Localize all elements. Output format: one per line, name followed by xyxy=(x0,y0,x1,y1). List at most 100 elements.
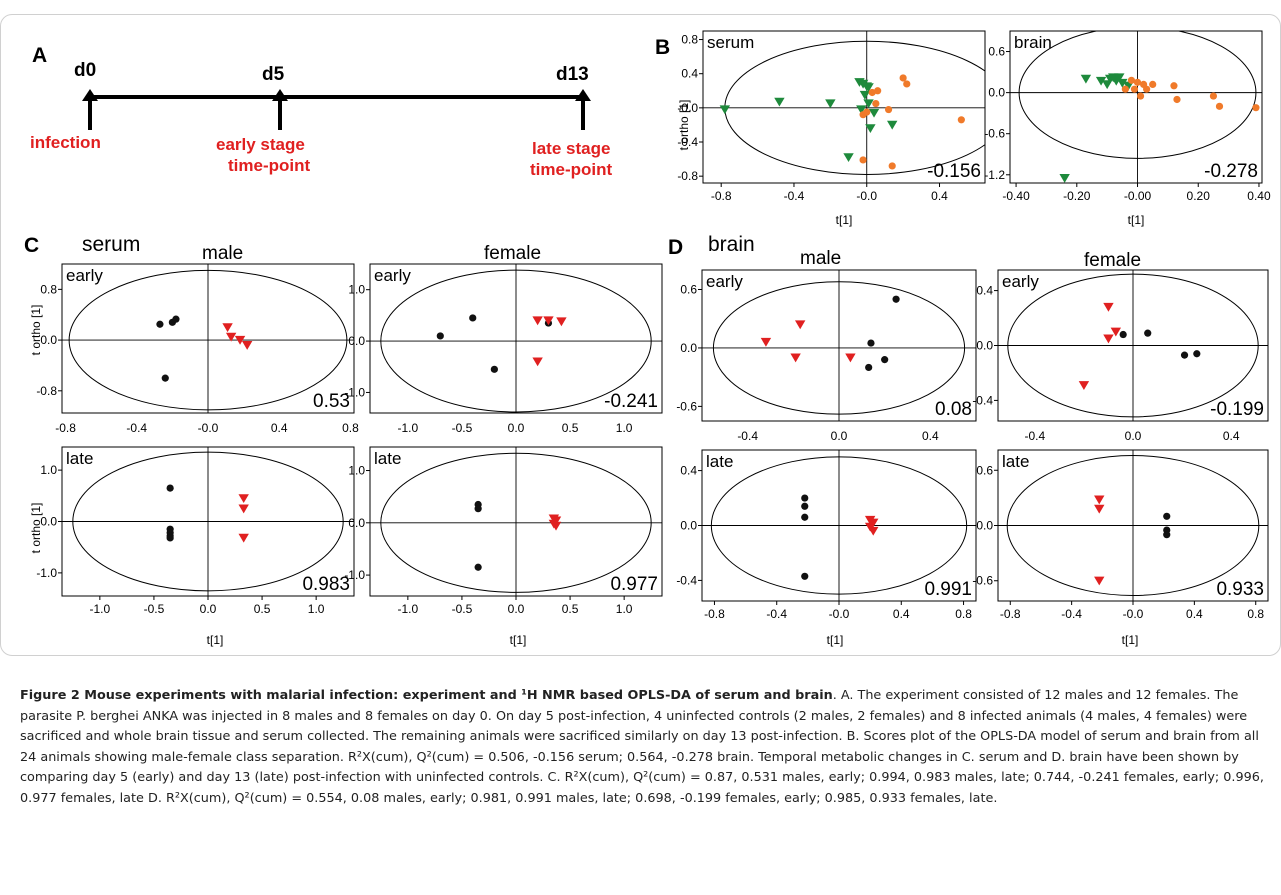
y-tick-label: 0.0 xyxy=(976,339,993,353)
plot-area xyxy=(998,450,1268,601)
data-point-orange-circle xyxy=(1143,85,1151,93)
y-tick-label: 0.8 xyxy=(681,33,698,47)
x-tick-label: 0.20 xyxy=(1187,189,1211,203)
data-point-red-triangle xyxy=(532,357,543,367)
data-point-red-triangle xyxy=(1094,576,1105,586)
plot-area xyxy=(62,447,354,596)
x-tick-label: -0.4 xyxy=(737,429,758,443)
y-tick-label: 0.4 xyxy=(680,464,697,478)
x-tick-label: 0.4 xyxy=(893,607,910,621)
data-point-orange-circle xyxy=(1215,102,1224,110)
timeline-day-d5: d5 xyxy=(262,64,285,85)
data-point-green-triangle xyxy=(719,105,731,115)
data-point-black-circle xyxy=(474,563,482,571)
x-tick-label: 0.5 xyxy=(254,602,271,616)
plot-area xyxy=(370,447,662,596)
data-point-green-triangle xyxy=(774,97,785,107)
data-point-red-triangle xyxy=(1110,327,1122,337)
data-point-red-triangle xyxy=(234,335,246,345)
timeline-label-early-2: time-point xyxy=(228,156,310,175)
y-tick-label: -0.6 xyxy=(984,127,1005,141)
data-point-green-triangle xyxy=(1059,174,1070,183)
data-point-red-triangle xyxy=(532,316,543,326)
y-tick-label: -0.4 xyxy=(676,573,697,587)
data-point-green-triangle xyxy=(825,99,836,109)
y-tick-label: 0.8 xyxy=(40,282,57,296)
plot-value-label: 0.977 xyxy=(610,574,658,595)
column-title-brain-female: female xyxy=(1084,250,1141,271)
y-tick-label: -1.0 xyxy=(36,566,57,580)
plot-area xyxy=(703,31,985,183)
x-tick-label: 1.0 xyxy=(616,602,633,616)
data-point-red-triangle xyxy=(238,494,249,504)
timeline-label-late-2: time-point xyxy=(530,160,612,179)
y-tick-label: 0.4 xyxy=(681,67,698,81)
plot-area xyxy=(998,270,1268,421)
plot-corner-label: late xyxy=(374,449,401,468)
data-point-orange-circle xyxy=(859,156,867,164)
data-point-black-circle xyxy=(1163,531,1171,539)
data-point-green-triangle xyxy=(863,83,874,93)
y-tick-label: -0.4 xyxy=(972,393,993,407)
data-point-black-circle xyxy=(801,502,809,510)
data-point-red-triangle xyxy=(556,317,567,327)
panel-letter-c: C xyxy=(24,234,39,257)
confidence-ellipse xyxy=(68,269,348,411)
data-point-orange-circle xyxy=(903,80,911,88)
y-tick-label: 0.0 xyxy=(680,341,697,355)
plot-c-serum-male-late: late 0.983 1.0 0.0 -1.0 -1.0 -0.5 0.0 0.5 1.0 xyxy=(36,446,355,616)
data-point-red-triangle xyxy=(1094,504,1105,514)
timeline-day-d0: d0 xyxy=(74,60,96,81)
y-tick-label: 0.0 xyxy=(40,515,57,529)
data-point-red-triangle xyxy=(1103,302,1114,312)
data-point-green-triangle xyxy=(868,108,880,118)
y-tick-label: 1.0 xyxy=(40,463,57,477)
plot-corner-label: late xyxy=(66,449,93,468)
y-tick-label: -0.4 xyxy=(677,135,698,149)
x-tick-label: 0.4 xyxy=(931,189,948,203)
x-tick-label: 0.0 xyxy=(508,421,525,435)
x-tick-label: -0.4 xyxy=(766,607,787,621)
y-tick-label: 0.6 xyxy=(988,45,1005,59)
data-point-orange-circle xyxy=(868,88,876,97)
x-tick-label: -1.0 xyxy=(398,602,419,616)
plot-value-label: 0.983 xyxy=(302,574,350,595)
timeline-label-early-1: early stage xyxy=(216,135,305,154)
plot-d-brain-female-late: late 0.933 0.6 0.0 -0.6 -0.8 -0.4 -0.0 0.4 0.8 xyxy=(972,449,1269,621)
x-tick-label: -0.0 xyxy=(856,189,877,203)
x-tick-label: -0.4 xyxy=(1061,607,1082,621)
plot-corner-label: early xyxy=(1002,272,1039,291)
plot-corner-label: early xyxy=(374,266,411,285)
plot-value-label: -0.199 xyxy=(1210,399,1264,420)
x-tick-label: -0.8 xyxy=(704,607,725,621)
plot-d-brain-male-early: early 0.08 0.6 0.0 -0.6 xyxy=(676,269,977,422)
data-point-orange-circle xyxy=(1136,92,1145,100)
axis-label-x-c-male: t[1] xyxy=(207,633,224,647)
data-point-orange-circle xyxy=(1130,85,1139,93)
x-tick-label: 0.0 xyxy=(1125,429,1142,443)
data-point-black-circle xyxy=(156,320,164,328)
data-point-black-circle xyxy=(1180,351,1189,359)
axis-label-y-c-late: t ortho [1] xyxy=(29,503,43,554)
x-tick-label: 0.8 xyxy=(955,607,972,621)
y-tick-label: -0.6 xyxy=(676,399,697,413)
x-tick-label: -0.5 xyxy=(452,602,473,616)
plot-frame xyxy=(702,30,986,184)
x-tick-label: -0.4 xyxy=(126,421,147,435)
y-tick-label: -1.2 xyxy=(984,168,1005,182)
data-point-black-circle xyxy=(801,494,809,502)
data-point-black-circle xyxy=(1163,512,1171,520)
data-point-red-triangle xyxy=(868,526,879,536)
data-point-orange-circle xyxy=(872,99,880,108)
column-title-brain-male: male xyxy=(800,248,841,269)
x-tick-label: 0.4 xyxy=(922,429,939,443)
data-point-black-circle xyxy=(172,315,180,323)
y-tick-label: 0.0 xyxy=(348,516,365,530)
x-tick-label: -0.8 xyxy=(711,189,732,203)
x-tick-label: 0.4 xyxy=(1186,607,1203,621)
data-point-orange-circle xyxy=(899,74,907,82)
y-tick-label: 0.0 xyxy=(976,519,993,533)
plot-corner-label: late xyxy=(706,452,733,471)
data-point-red-triangle xyxy=(550,521,562,531)
data-point-orange-circle xyxy=(1121,85,1129,93)
